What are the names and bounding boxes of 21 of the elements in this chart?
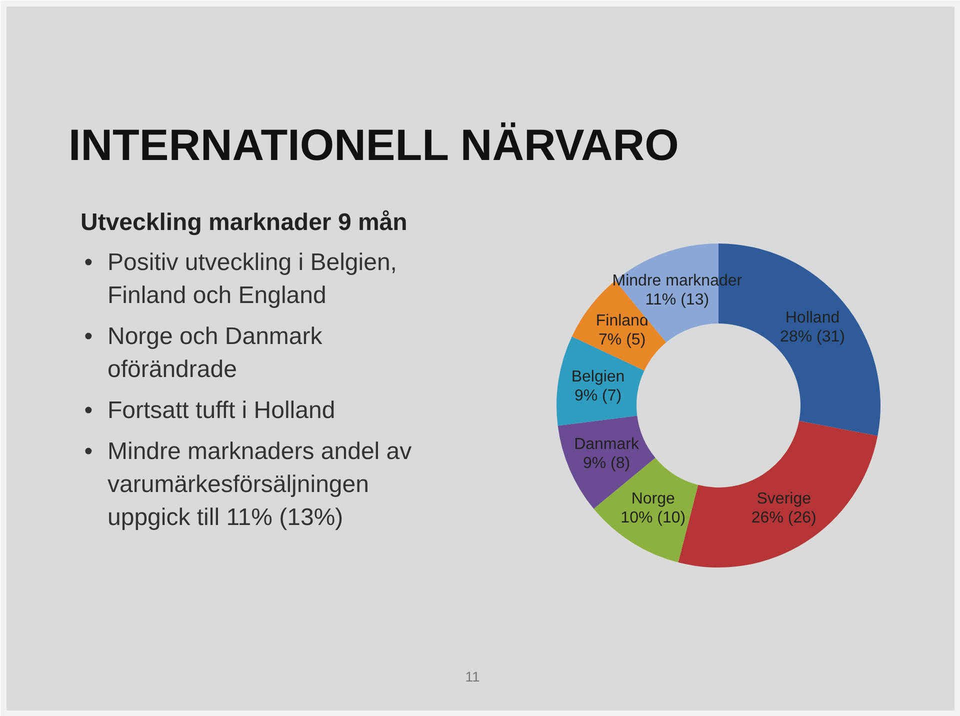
data-label: 11% (13)	[645, 292, 710, 309]
slice-label: Sverige	[756, 490, 812, 508]
data-label: 7% (5)	[598, 332, 646, 349]
text: 11	[465, 668, 480, 684]
text: Utveckling marknader 9 mån	[80, 209, 408, 236]
text: • Positiv utveckling i Belgien, Finland och England	[84, 249, 397, 309]
data-label: 10% (10)	[620, 510, 686, 527]
text: • Norge och Danmark oförändrade	[84, 323, 324, 383]
data-label: 28% (31)	[780, 328, 845, 346]
text: • Mindre marknaders andel av varumärkesförsäljningen uppgick till 11% (13%)	[84, 438, 412, 531]
slice-label: Holland	[785, 310, 840, 327]
slice-label: Norge	[631, 490, 676, 508]
data-label: 26% (26)	[751, 510, 816, 527]
slice-label: Mindre marknader	[612, 272, 743, 290]
slice-label: Belgien	[571, 368, 625, 386]
data-label: 9% (7)	[574, 387, 622, 404]
text: • Fortsatt tufft i Holland	[84, 397, 336, 424]
slice-label: Finland	[596, 312, 648, 330]
data-label: 9% (8)	[582, 454, 630, 472]
slice-label: Danmark	[574, 436, 640, 453]
chart-title: INTERNATIONELL NÄRVARO	[68, 121, 679, 170]
